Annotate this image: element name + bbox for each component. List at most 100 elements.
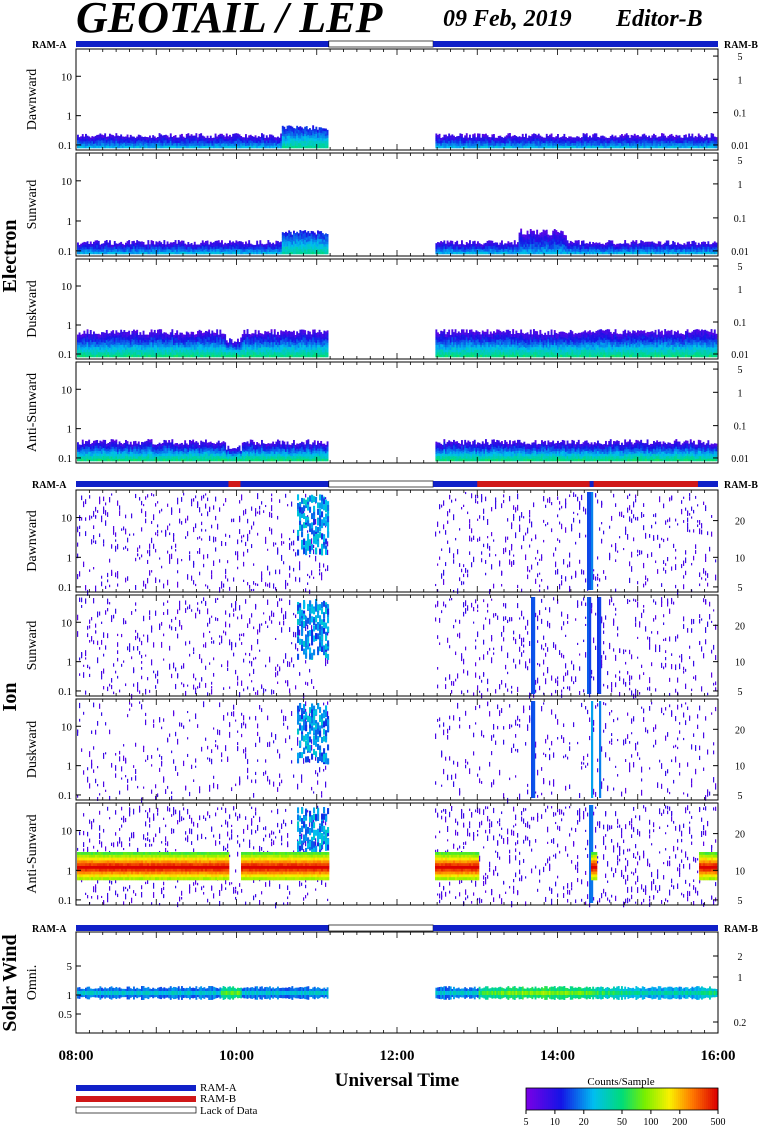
colorbar-cell — [584, 1088, 587, 1110]
panel-frame — [75, 594, 719, 697]
y-tick-right-label: 2 — [738, 952, 743, 963]
y-tick-right-label: 0.01 — [731, 247, 749, 258]
colorbar-cell — [596, 1088, 599, 1110]
colorbar-cell — [632, 1088, 635, 1110]
panel-frame — [75, 698, 719, 801]
colorbar-cell — [608, 1088, 611, 1110]
colorbar-cell — [710, 1088, 713, 1110]
panel-label: Anti-Sunward — [25, 814, 40, 893]
colorbar-cell — [650, 1088, 653, 1110]
legend-swatch-ram-b — [76, 1096, 196, 1102]
colorbar-tick-label: 500 — [711, 1117, 726, 1128]
legend-label-ram-a: RAM-A — [200, 1082, 237, 1094]
y-tick-right-label: 0.01 — [731, 454, 749, 465]
y-tick-label: 10 — [61, 281, 73, 293]
y-tick-label: 0.1 — [58, 453, 72, 465]
ion-spectrogram — [77, 701, 717, 804]
y-tick-label: 1 — [67, 990, 73, 1002]
panel-label: Sunward — [25, 621, 40, 671]
ion-spectrogram — [77, 492, 717, 596]
y-tick-right-label: 0.2 — [734, 1018, 747, 1029]
y-tick-right-label: 5 — [738, 687, 743, 698]
colorbar-cell — [562, 1088, 565, 1110]
y-tick-right-label: 0.1 — [734, 214, 747, 225]
y-tick-label: 10 — [61, 721, 73, 733]
colorbar-cell — [554, 1088, 557, 1110]
y-tick-right-label: 0.1 — [734, 422, 747, 433]
colorbar-cell — [560, 1088, 563, 1110]
colorbar-cell — [648, 1088, 651, 1110]
ion-spectrogram — [77, 597, 717, 700]
colorbar-tick-label: 5 — [524, 1117, 529, 1128]
y-tick-label: 10 — [61, 384, 73, 396]
ram-b-label: RAM-B — [724, 480, 758, 491]
colorbar-cell — [642, 1088, 645, 1110]
colorbar-cell — [598, 1088, 601, 1110]
colorbar-cell — [532, 1088, 535, 1110]
colorbar-cell — [668, 1088, 671, 1110]
electron-spectrogram — [77, 228, 718, 255]
y-tick-label: 1 — [67, 111, 73, 123]
colorbar-cell — [550, 1088, 553, 1110]
figure-date: 09 Feb, 2019 — [443, 6, 572, 32]
colorbar-cell — [698, 1088, 701, 1110]
colorbar-cell — [708, 1088, 711, 1110]
colorbar-cell — [694, 1088, 697, 1110]
colorbar-cell — [622, 1088, 625, 1110]
y-tick-right-label: 1 — [738, 973, 743, 984]
colorbar-cell — [526, 1088, 529, 1110]
y-tick-label: 0.1 — [58, 686, 72, 698]
y-tick-label: 0.1 — [58, 140, 72, 152]
solar-wind-spectrogram — [77, 986, 718, 1000]
colorbar-cell — [528, 1088, 531, 1110]
x-axis-label: Universal Time — [335, 1070, 459, 1091]
colorbar-cell — [616, 1088, 619, 1110]
colorbar-cell — [692, 1088, 695, 1110]
y-tick-label: 0.1 — [58, 790, 72, 802]
colorbar-cell — [700, 1088, 703, 1110]
colorbar-cell — [612, 1088, 615, 1110]
colorbar-cell — [706, 1088, 709, 1110]
colorbar-tick-label: 100 — [643, 1117, 658, 1128]
y-tick-label: 0.1 — [58, 246, 72, 258]
colorbar-cell — [536, 1088, 539, 1110]
y-tick-label: 0.1 — [58, 349, 72, 361]
colorbar-cell — [626, 1088, 629, 1110]
y-tick-right-label: 0.1 — [734, 318, 747, 329]
y-tick-label: 10 — [61, 71, 73, 83]
y-tick-right-label: 20 — [735, 517, 745, 528]
colorbar-cell — [644, 1088, 647, 1110]
colorbar-cell — [610, 1088, 613, 1110]
colorbar-cell — [548, 1088, 551, 1110]
colorbar-cell — [662, 1088, 665, 1110]
y-tick-right-label: 5 — [738, 896, 743, 907]
legend-swatch-ram-a — [76, 1085, 196, 1091]
colorbar-cell — [606, 1088, 609, 1110]
colorbar-cell — [676, 1088, 679, 1110]
colorbar-cell — [714, 1088, 717, 1110]
ram-b-label: RAM-B — [724, 924, 758, 935]
figure-title: GEOTAIL / LEP — [76, 0, 384, 42]
colorbar-cell — [544, 1088, 547, 1110]
y-tick-right-label: 20 — [735, 621, 745, 632]
y-tick-right-label: 5 — [738, 791, 743, 802]
ram-a-label: RAM-A — [32, 924, 67, 935]
ram-bar-segment — [433, 41, 718, 47]
y-tick-right-label: 5 — [738, 156, 743, 167]
colorbar-cell — [674, 1088, 677, 1110]
colorbar-cell — [688, 1088, 691, 1110]
electron-spectrogram — [77, 439, 718, 462]
colorbar-cell — [658, 1088, 661, 1110]
colorbar-cell — [614, 1088, 617, 1110]
y-tick-label: 1 — [67, 761, 73, 773]
colorbar-cell — [646, 1088, 649, 1110]
colorbar-cell — [538, 1088, 541, 1110]
ram-a-label: RAM-A — [32, 480, 67, 491]
colorbar-cell — [638, 1088, 641, 1110]
colorbar-cell — [564, 1088, 567, 1110]
colorbar-cell — [628, 1088, 631, 1110]
y-tick-right-label: 5 — [738, 52, 743, 63]
lack-of-data-segment — [328, 40, 434, 48]
y-tick-label: 5 — [67, 961, 73, 973]
